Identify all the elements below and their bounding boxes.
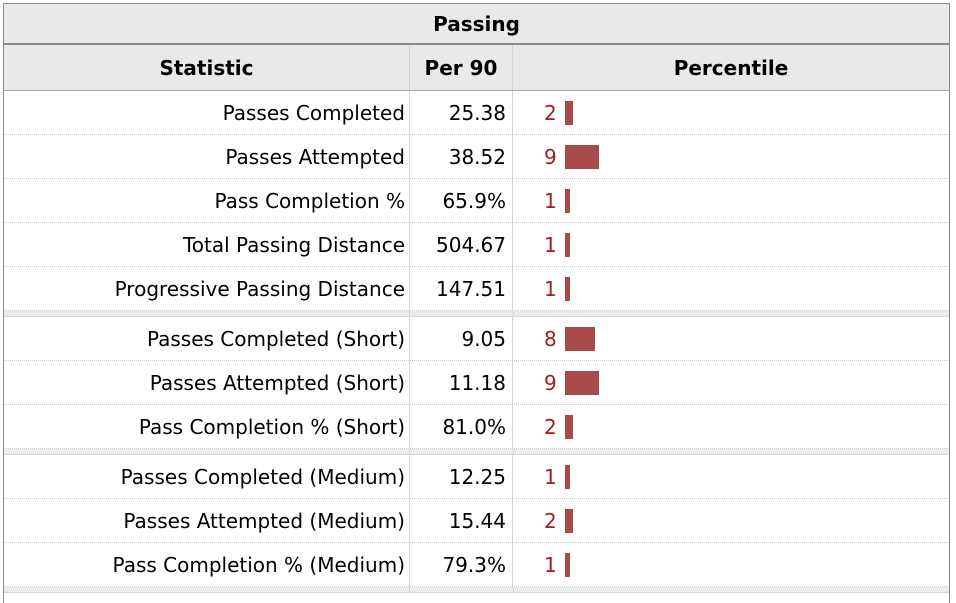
per90-cell: 11.18 xyxy=(409,361,512,404)
statistic-cell: Passes Attempted (Medium) xyxy=(123,508,405,533)
percentile-bar xyxy=(565,100,573,125)
percentile-cell: 2 xyxy=(512,405,949,448)
percentile-value: 1 xyxy=(544,276,557,301)
table-body: Passes Completed 25.38 2 Passes Attempted 38… xyxy=(4,91,949,593)
statistic-cell: Pass Completion % (Short) xyxy=(138,414,405,439)
table-row: Passes Attempted 38.52 9 xyxy=(4,135,949,179)
percentile-bar xyxy=(565,326,595,351)
statistic-cell: Pass Completion % xyxy=(214,188,405,213)
per90-cell: 12.25 xyxy=(409,455,512,498)
table-row: Total Passing Distance 504.67 1 xyxy=(4,223,949,267)
column-header-per90[interactable]: Per 90 xyxy=(409,45,512,90)
table-row: Pass Completion % (Medium) 79.3% 1 xyxy=(4,543,949,587)
per90-cell: 9.05 xyxy=(409,317,512,360)
group-separator xyxy=(4,311,949,317)
group-separator xyxy=(4,587,949,593)
percentile-cell: 1 xyxy=(512,223,949,266)
percentile-bar xyxy=(565,370,599,395)
per90-cell: 147.51 xyxy=(409,267,512,310)
statistic-cell: Passes Completed (Medium) xyxy=(120,464,405,489)
table-row: Passes Completed (Short) 9.05 8 xyxy=(4,317,949,361)
percentile-value: 9 xyxy=(544,144,557,169)
percentile-bar xyxy=(565,276,570,301)
percentile-value: 2 xyxy=(544,100,557,125)
percentile-cell: 2 xyxy=(512,91,949,134)
percentile-cell: 1 xyxy=(512,543,949,586)
per90-cell: 25.38 xyxy=(409,91,512,134)
percentile-bar xyxy=(565,144,599,169)
statistic-cell: Progressive Passing Distance xyxy=(114,276,405,301)
table-row: Pass Completion % (Short) 81.0% 2 xyxy=(4,405,949,449)
percentile-value: 2 xyxy=(544,508,557,533)
group-separator xyxy=(4,449,949,455)
group-header-label: Passing xyxy=(433,11,520,36)
percentile-bar xyxy=(565,552,570,577)
per90-cell: 79.3% xyxy=(409,543,512,586)
table-row: Passes Attempted (Short) 11.18 9 xyxy=(4,361,949,405)
percentile-cell: 1 xyxy=(512,179,949,222)
passing-stats-table: Passing Statistic Per 90 Percentile Pass… xyxy=(3,3,950,603)
percentile-bar xyxy=(565,508,573,533)
percentile-bar xyxy=(565,232,570,257)
percentile-cell: 9 xyxy=(512,361,949,404)
table-row: Passes Completed (Medium) 12.25 1 xyxy=(4,455,949,499)
percentile-cell: 9 xyxy=(512,135,949,178)
percentile-cell: 8 xyxy=(512,317,949,360)
column-header-percentile[interactable]: Percentile xyxy=(512,45,949,90)
percentile-bar xyxy=(565,464,570,489)
percentile-value: 1 xyxy=(544,464,557,489)
table-row: Pass Completion % 65.9% 1 xyxy=(4,179,949,223)
statistic-cell: Total Passing Distance xyxy=(182,232,405,257)
percentile-bar xyxy=(565,414,573,439)
percentile-value: 1 xyxy=(544,232,557,257)
per90-cell: 38.52 xyxy=(409,135,512,178)
percentile-value: 8 xyxy=(544,326,557,351)
per90-cell: 15.44 xyxy=(409,499,512,542)
statistic-cell: Passes Attempted (Short) xyxy=(149,370,405,395)
group-header: Passing xyxy=(4,4,949,45)
percentile-value: 1 xyxy=(544,552,557,577)
percentile-cell: 1 xyxy=(512,267,949,310)
percentile-cell: 2 xyxy=(512,499,949,542)
statistic-cell: Passes Completed xyxy=(222,100,405,125)
percentile-bar xyxy=(565,188,570,213)
per90-cell: 504.67 xyxy=(409,223,512,266)
percentile-cell: 1 xyxy=(512,455,949,498)
percentile-value: 2 xyxy=(544,414,557,439)
table-row: Progressive Passing Distance 147.51 1 xyxy=(4,267,949,311)
statistic-cell: Pass Completion % (Medium) xyxy=(112,552,405,577)
column-headers: Statistic Per 90 Percentile xyxy=(4,45,949,91)
table-row: Passes Attempted (Medium) 15.44 2 xyxy=(4,499,949,543)
percentile-value: 9 xyxy=(544,370,557,395)
column-header-statistic[interactable]: Statistic xyxy=(159,55,254,80)
table-row: Passes Completed 25.38 2 xyxy=(4,91,949,135)
per90-cell: 65.9% xyxy=(409,179,512,222)
statistic-cell: Passes Completed (Short) xyxy=(146,326,405,351)
statistic-cell: Passes Attempted xyxy=(225,144,405,169)
percentile-value: 1 xyxy=(544,188,557,213)
per90-cell: 81.0% xyxy=(409,405,512,448)
